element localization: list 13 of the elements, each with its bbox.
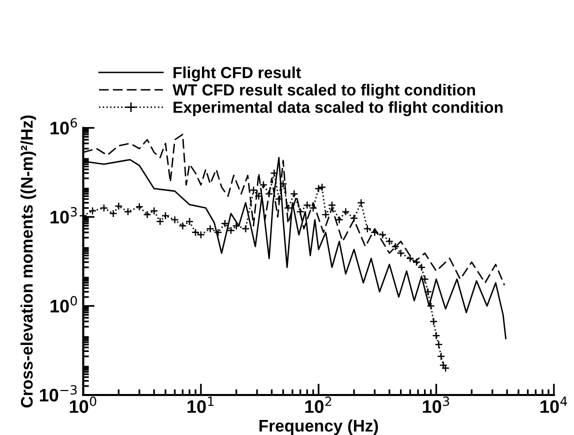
x-tick-label: 10$^{2}$	[305, 396, 332, 413]
x-tick-label: 10$^{1}$	[188, 396, 214, 413]
y-tick-label: 10$^{6}$	[50, 118, 77, 134]
y-tick-label: 10$^{3}$	[50, 207, 77, 224]
x-tick-label: 10$^{4}$	[540, 396, 568, 413]
x-tick-label: 10$^{0}$	[70, 396, 96, 413]
legend-label: Experimental data scaled to flight condition	[174, 101, 503, 116]
legend-label: WT CFD result scaled to flight condition	[172, 84, 475, 99]
x-tick-label: 10$^{3}$	[422, 396, 450, 413]
legend-label: Flight CFD result	[174, 66, 301, 82]
y-tick-label: 10$^{0}$	[50, 296, 77, 313]
y-axis-title: Cross-elevation moments ((N-m)²/Hz)	[20, 115, 36, 408]
x-axis-title: Frequency (Hz)	[259, 419, 378, 435]
